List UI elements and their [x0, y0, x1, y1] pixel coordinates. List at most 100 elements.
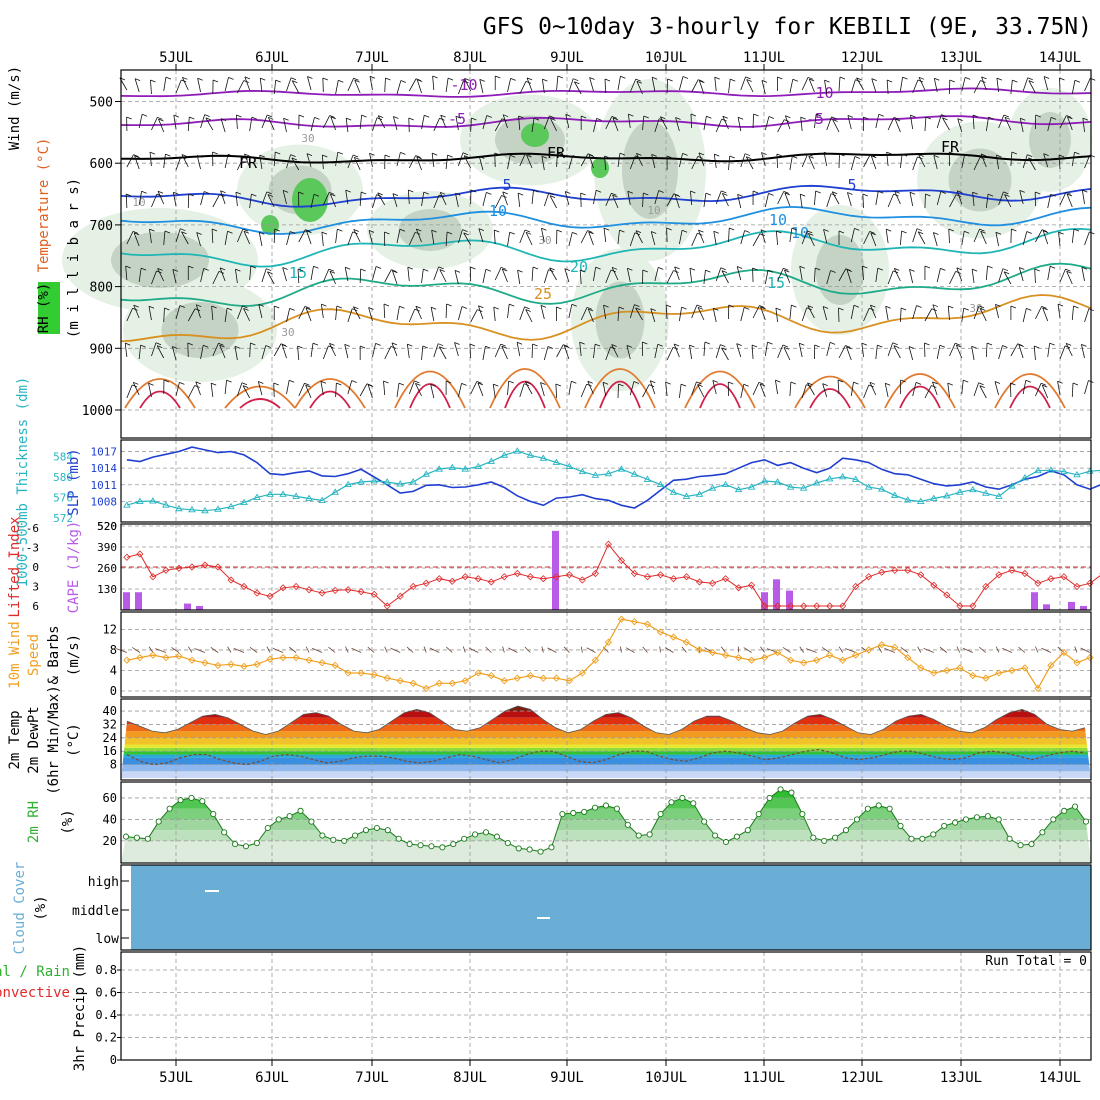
wind-barb-flag [509, 231, 515, 235]
ylabel-thickness: 1000-500mb Thickness (dm) [15, 377, 31, 588]
wind-barb [148, 646, 154, 653]
wind-barb [236, 115, 238, 130]
wind-barb [651, 154, 656, 169]
wind-barb [306, 153, 312, 168]
wind-barb [494, 195, 502, 209]
temp-band [121, 757, 1091, 765]
wind-barb-flag [1004, 116, 1011, 120]
wind-barb-flag [587, 230, 593, 233]
wind-barb [579, 270, 582, 285]
li-marker [774, 602, 782, 610]
wind-barb-flag [856, 77, 862, 81]
wind-barb-flag [446, 303, 452, 307]
wind-barb [894, 118, 901, 133]
contour-label: 30 [538, 234, 551, 247]
date-label-top: 14JUL [1039, 50, 1081, 66]
date-label-bottom: 11JUL [743, 1070, 785, 1086]
cape-bar [123, 592, 130, 610]
thickness-marker [851, 475, 860, 482]
thickness-marker [201, 506, 209, 514]
wind-barb [635, 230, 643, 244]
thickness-marker [500, 451, 509, 458]
wind-barb-flag [776, 153, 783, 157]
rh-marker [1017, 842, 1024, 849]
wind-barb-flag [862, 265, 868, 269]
wind-barb [351, 647, 362, 653]
wind-barb [354, 79, 361, 94]
contour-label: 10 [647, 204, 660, 217]
ylabel-convective: Convective [0, 985, 70, 1001]
wind-barb-flag [220, 190, 226, 194]
wind-barb-flag [761, 152, 767, 155]
wind-barb [267, 117, 275, 131]
wind-barb [286, 380, 290, 395]
wind-barb-flag [759, 383, 766, 387]
wind-barb [679, 76, 684, 91]
wind-barb-flag [1041, 306, 1047, 309]
wind-marker [292, 653, 300, 662]
wind-barb-flag [330, 116, 336, 120]
wind-barb-flag [595, 343, 601, 347]
ylabel-slp: SLP (mb) [66, 448, 82, 515]
wind-barb [237, 80, 245, 94]
wind-barb [899, 154, 903, 169]
wind-barb [507, 78, 512, 93]
wind-barb-flag [337, 228, 343, 232]
wind-barb [518, 116, 521, 131]
wind-barb [697, 384, 705, 398]
rh-band [121, 819, 1091, 831]
wind-barb [132, 647, 141, 653]
wind-barb-flag [391, 269, 397, 273]
wind-barb [712, 308, 717, 323]
wind-barb [612, 117, 619, 132]
wind-marker [1086, 653, 1094, 662]
wind-barb [312, 647, 323, 653]
li-marker [292, 582, 300, 591]
thickness-marker [136, 497, 144, 504]
wind-barb [345, 190, 349, 205]
wind-barb-flag [260, 77, 266, 81]
wind-barb [478, 305, 484, 320]
rh-marker [984, 813, 991, 820]
wind-barb [462, 646, 466, 653]
wind-barb-flag [258, 303, 264, 307]
wind-marker [1034, 684, 1042, 693]
wind-marker [904, 653, 912, 662]
wind-barb [862, 193, 864, 209]
wind-barb-flag [461, 382, 467, 386]
thickness-marker [929, 494, 938, 501]
ylabel-wind: Wind (m/s) [7, 66, 23, 150]
wind-barb-flag [698, 229, 704, 233]
wind-barb [377, 192, 386, 206]
li-marker [175, 564, 183, 572]
wind-barb-flag [696, 381, 702, 385]
wind-barb-flag [399, 228, 406, 232]
date-label-bottom: 7JUL [355, 1070, 389, 1086]
wind-barb [850, 305, 855, 320]
wind-barb-flag [674, 266, 680, 270]
wind-barb [994, 381, 999, 396]
wind-barb [917, 646, 922, 653]
wind-barb [691, 381, 697, 396]
wind-barb-flag [651, 153, 657, 157]
wind-barb-flag [995, 231, 1002, 235]
precip-panel-frame [120, 951, 1092, 1061]
cloud-fill [131, 865, 1091, 950]
wind-barb [526, 154, 533, 169]
wind-barb [148, 306, 152, 321]
slp-tick-label: 1017 [91, 446, 118, 459]
wind-barb-flag [447, 77, 454, 81]
wind-marker [630, 618, 639, 626]
wind-barb [430, 307, 435, 322]
wind-barb [421, 346, 424, 361]
wind-barb [242, 385, 251, 399]
wind-barb [675, 117, 680, 132]
rh-shade [1029, 112, 1071, 168]
wind-barb [526, 77, 533, 92]
wind-barb [431, 153, 435, 168]
wind-barb-flag [753, 113, 759, 117]
wind-barb [715, 267, 722, 282]
wind-barb-flag [549, 195, 556, 199]
wind-barb-flag [1025, 379, 1031, 383]
wind-barb-flag [149, 151, 156, 155]
